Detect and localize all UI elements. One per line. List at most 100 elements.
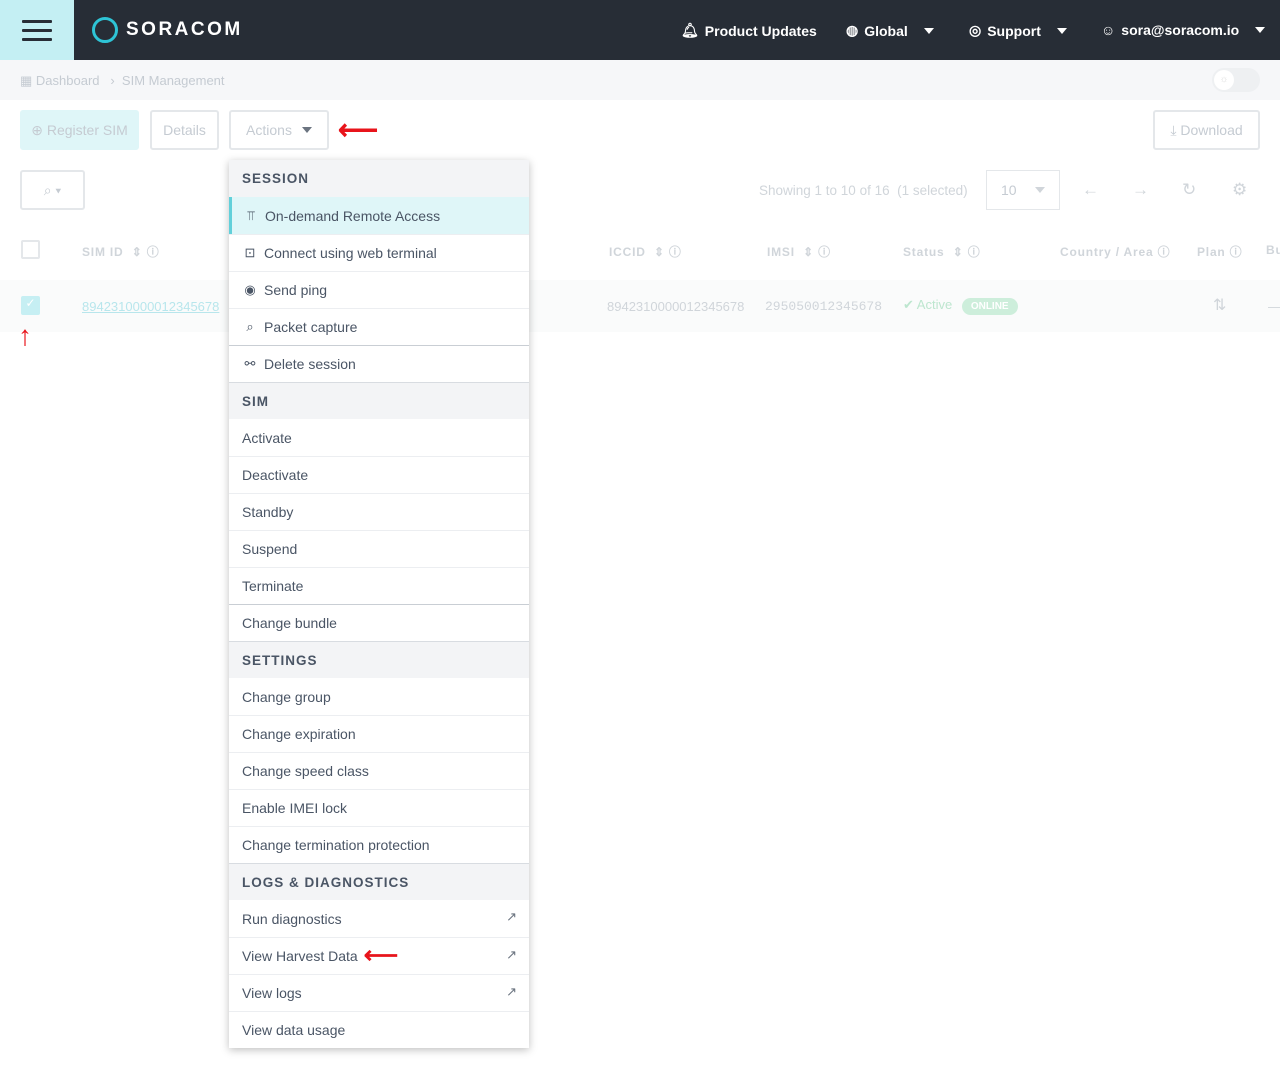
menu-item-change-bundle[interactable]: Change bundle (229, 604, 529, 641)
breadcrumb-current: SIM Management (121, 73, 225, 88)
details-label: Details (163, 122, 206, 138)
details-button[interactable]: Details (150, 110, 219, 150)
menu-item-label: Run diagnostics (242, 910, 342, 927)
table-row[interactable] (0, 280, 1280, 332)
menu-item-view-harvest-data[interactable]: View Harvest Data ⟵ ↗ (229, 937, 529, 974)
online-badge: ONLINE (961, 298, 1018, 315)
chevron-down-icon (1255, 27, 1266, 33)
column-header-status[interactable]: Status ⇕ ⓘ (903, 245, 981, 259)
select-all-checkbox[interactable] (21, 240, 40, 259)
menu-item-web-terminal[interactable]: ⊡ Connect using web terminal (229, 234, 529, 271)
search-icon: ⌕ ▾ (43, 181, 62, 198)
check-circle-icon: ✔ (903, 297, 917, 312)
bell-icon: 🔔︎ (681, 22, 699, 38)
menu-item-standby[interactable]: Standby (229, 493, 529, 530)
menu-item-enable-imei-lock[interactable]: Enable IMEI lock (229, 789, 529, 826)
menu-item-label: Change speed class (242, 763, 369, 779)
breadcrumb: ▦ Dashboard › SIM Management ☼ (0, 60, 1280, 100)
menu-item-label: Change expiration (242, 726, 356, 742)
menu-item-change-expiration[interactable]: Change expiration (229, 715, 529, 752)
sort-arrows-icon[interactable]: ⇅ (1213, 297, 1227, 314)
column-header-sim-id[interactable]: SIM ID ⇕ ⓘ (82, 245, 160, 259)
menu-item-terminate[interactable]: Terminate (229, 567, 529, 604)
dashboard-icon: ▦ (20, 73, 36, 88)
per-page-select[interactable]: 10 (986, 170, 1060, 210)
status-text: Active (916, 297, 953, 312)
menu-item-label: Suspend (242, 541, 298, 557)
column-header-country[interactable]: Country / Area ⓘ (1060, 245, 1171, 259)
menu-section-session: SESSION (229, 160, 529, 197)
menu-item-view-logs[interactable]: View logs ↗ (229, 974, 529, 1011)
next-page-button[interactable]: → (1132, 180, 1149, 199)
support-dropdown[interactable]: ◎ Support (969, 22, 1067, 39)
bundle-header-label: Bu (1266, 243, 1280, 257)
status-header-label: Status (903, 245, 945, 259)
soracom-logo[interactable]: SORACOM (92, 17, 243, 43)
external-link-icon: ↗ (506, 947, 517, 962)
menu-item-label: Delete session (264, 356, 356, 372)
menu-item-run-diagnostics[interactable]: Run diagnostics ↗ (229, 900, 529, 937)
user-dropdown[interactable]: ☺ sora@soracom.io (1101, 22, 1266, 38)
menu-item-label: View data usage (242, 1022, 346, 1038)
sim-id-header-label: SIM ID (82, 245, 124, 259)
menu-item-remote-access[interactable]: ⫪ On-demand Remote Access (229, 197, 529, 234)
terminal-icon: ⊡ (244, 245, 256, 260)
settings-gear-icon[interactable]: ⚙ (1232, 180, 1248, 199)
menu-item-send-ping[interactable]: ◉ Send ping (229, 271, 529, 308)
column-header-imsi[interactable]: IMSI ⇕ ⓘ (767, 245, 831, 259)
menu-item-label: Terminate (242, 578, 304, 594)
row-checkbox-checked[interactable]: ✓ (21, 296, 40, 315)
menu-item-delete-session[interactable]: ⚯ Delete session (229, 345, 529, 382)
menu-item-view-data-usage[interactable]: View data usage (229, 1011, 529, 1048)
hamburger-menu-button[interactable] (0, 0, 74, 60)
annotation-arrow-left: ⟵ (338, 114, 379, 145)
menu-item-label: View logs (242, 985, 302, 1001)
menu-item-termination-protection[interactable]: Change termination protection (229, 826, 529, 863)
menu-item-suspend[interactable]: Suspend (229, 530, 529, 567)
theme-toggle[interactable]: ☼ (1212, 68, 1260, 92)
menu-item-label: Connect using web terminal (264, 245, 437, 261)
iccid-cell: 8942310000012345678 (607, 299, 745, 314)
actions-button[interactable]: Actions (229, 110, 329, 150)
status-cell: ✔ Active ONLINE (903, 297, 1018, 315)
download-button[interactable]: ⤓ Download (1153, 110, 1260, 150)
lifebuoy-icon: ◎ (969, 22, 982, 38)
breadcrumb-dashboard[interactable]: Dashboard (35, 73, 100, 88)
iccid-header-label: ICCID (609, 245, 646, 259)
brand-name: SORACOM (126, 19, 243, 40)
product-updates-label: Product Updates (704, 22, 817, 39)
product-updates-link[interactable]: 🔔︎ Product Updates (681, 22, 817, 39)
ping-icon: ◉ (244, 282, 256, 297)
caret-down-icon (301, 127, 312, 133)
logo-icon (92, 17, 118, 43)
actions-label: Actions (246, 122, 292, 138)
menu-item-label: Change group (242, 688, 331, 705)
register-sim-button[interactable]: ⊕ Register SIM (20, 110, 139, 150)
menu-item-label: On-demand Remote Access (265, 207, 441, 224)
menu-item-label: Change termination protection (242, 837, 430, 853)
annotation-arrow-left: ⟵ (363, 942, 399, 969)
column-header-bundle[interactable]: Bu (1266, 243, 1280, 257)
menu-section-settings: SETTINGS (229, 641, 529, 678)
prev-page-button[interactable]: ← (1082, 180, 1099, 199)
chevron-down-icon (1056, 27, 1067, 34)
menu-item-label: Change bundle (242, 615, 337, 631)
menu-item-change-group[interactable]: Change group (229, 678, 529, 715)
sim-id-link[interactable]: 8942310000012345678 (82, 299, 220, 314)
menu-item-change-speed-class[interactable]: Change speed class (229, 752, 529, 789)
column-header-plan[interactable]: Plan ⓘ (1197, 245, 1243, 259)
search-filter-button[interactable]: ⌕ ▾ (20, 170, 85, 210)
menu-item-label: Send ping (264, 282, 328, 298)
chevron-down-icon (923, 27, 934, 34)
menu-item-packet-capture[interactable]: ⌕ Packet capture (229, 308, 529, 345)
refresh-button[interactable]: ↻ (1182, 180, 1197, 199)
menu-item-label: View Harvest Data (242, 948, 358, 964)
menu-item-deactivate[interactable]: Deactivate (229, 456, 529, 493)
user-email: sora@soracom.io (1121, 22, 1240, 38)
menu-item-activate[interactable]: Activate (229, 419, 529, 456)
column-header-iccid[interactable]: ICCID ⇕ ⓘ (609, 245, 682, 259)
plan-header-label: Plan (1197, 245, 1226, 259)
top-header: SORACOM 🔔︎ Product Updates ◍ Global ◎ Suppo… (0, 0, 1280, 60)
region-dropdown[interactable]: ◍ Global (846, 22, 934, 39)
packet-capture-icon: ⌕ (246, 319, 254, 334)
